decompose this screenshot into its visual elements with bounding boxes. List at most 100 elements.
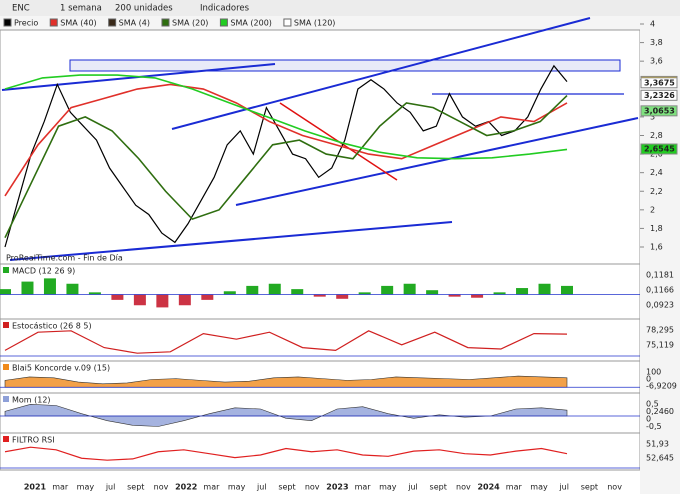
x-tick-label: jul bbox=[558, 483, 569, 492]
histogram-bar bbox=[403, 283, 416, 295]
histogram-bar bbox=[381, 285, 394, 295]
indicator-line bbox=[4, 446, 568, 461]
price-tag-label: 2,6545 bbox=[644, 145, 675, 154]
panel-icon bbox=[3, 396, 9, 402]
panel-title: MACD (12 26 9) bbox=[12, 267, 75, 276]
y-tick-label: 1,6 bbox=[650, 243, 663, 252]
y-tick-label: 2,4 bbox=[650, 168, 663, 177]
x-tick-label: nov bbox=[607, 483, 622, 492]
histogram-bar bbox=[201, 294, 214, 300]
panel-icon bbox=[3, 322, 9, 328]
price-tag-label: 3,2326 bbox=[644, 91, 675, 100]
histogram-bar bbox=[111, 294, 124, 300]
y-tick-label: 3,8 bbox=[650, 38, 663, 47]
series-line bbox=[4, 74, 568, 160]
units[interactable]: 200 unidades bbox=[115, 4, 173, 14]
legend-swatch bbox=[161, 18, 170, 27]
panel-value-label: 51,93 bbox=[646, 440, 669, 449]
y-tick-label: 2,8 bbox=[650, 131, 663, 140]
histogram-bar bbox=[358, 292, 371, 295]
x-tick-label: jul bbox=[407, 483, 418, 492]
x-tick-label: 2021 bbox=[24, 483, 47, 492]
x-tick-label: sept bbox=[581, 483, 598, 492]
histogram-bar bbox=[471, 294, 484, 298]
trend-line bbox=[171, 17, 591, 130]
histogram-bar bbox=[291, 289, 304, 295]
histogram-bar bbox=[223, 291, 236, 295]
plot-area bbox=[0, 29, 641, 471]
x-tick-label: mar bbox=[52, 483, 69, 492]
histogram-bar bbox=[88, 292, 101, 295]
x-tick-label: 2023 bbox=[326, 483, 348, 492]
y-tick-label: 4 bbox=[650, 20, 655, 29]
x-tick-label: mar bbox=[203, 483, 220, 492]
panel-value-label: 0,1181 bbox=[646, 271, 674, 280]
x-tick-label: nov bbox=[154, 483, 169, 492]
x-tick-label: 2024 bbox=[477, 483, 500, 492]
legend-swatch bbox=[108, 18, 117, 27]
histogram-bar bbox=[448, 294, 461, 297]
x-tick-label: may bbox=[379, 483, 397, 492]
histogram-bar bbox=[66, 283, 79, 295]
panel-icon bbox=[3, 267, 9, 273]
x-tick-label: jul bbox=[256, 483, 267, 492]
symbol[interactable]: ENC bbox=[12, 4, 30, 14]
indicators[interactable]: Indicadores bbox=[200, 4, 250, 14]
trend-lines bbox=[1, 17, 639, 261]
histogram-bar bbox=[178, 294, 191, 306]
histogram-bar bbox=[561, 285, 573, 295]
price-tag bbox=[640, 77, 678, 89]
legend-swatch bbox=[283, 18, 292, 27]
price-tag-label: 3,3675 bbox=[644, 78, 675, 87]
y-tick-label: 3,6 bbox=[650, 57, 663, 66]
histogram-bar bbox=[516, 288, 529, 295]
x-tick-label: jul bbox=[105, 483, 116, 492]
panel-value-label: 0 bbox=[646, 375, 651, 384]
panel-title: Estocástico (26 8 5) bbox=[12, 322, 92, 331]
panel-value-label: 75,119 bbox=[646, 341, 674, 350]
indicator-area bbox=[4, 375, 568, 388]
panel-value-label: 52,645 bbox=[646, 454, 674, 463]
legend-label: SMA (4) bbox=[119, 19, 150, 28]
legend-label: SMA (40) bbox=[60, 19, 96, 28]
legend-label: Precio bbox=[14, 19, 38, 28]
x-tick-label: nov bbox=[456, 483, 471, 492]
price-tag bbox=[640, 89, 678, 101]
legend-swatch bbox=[219, 18, 228, 27]
legend-swatch bbox=[3, 18, 12, 27]
panel-value-label: -0,5 bbox=[646, 422, 662, 431]
legend-label: SMA (120) bbox=[294, 19, 336, 28]
toolbar bbox=[0, 0, 680, 16]
series-line bbox=[4, 94, 568, 239]
panel-value-label: 0 bbox=[646, 415, 651, 424]
histogram-bar bbox=[43, 278, 56, 295]
x-tick-label: may bbox=[530, 483, 548, 492]
trend-line bbox=[9, 221, 453, 261]
histogram-bar bbox=[133, 294, 146, 306]
panel-title: Mom (12) bbox=[12, 396, 51, 405]
price-tag-label: 3,0653 bbox=[644, 106, 675, 115]
legend-swatch bbox=[49, 18, 58, 27]
y-tick-label: 2 bbox=[650, 205, 655, 214]
panel-value-label: 78,295 bbox=[646, 326, 674, 335]
panel-value-label: 0,1166 bbox=[646, 286, 674, 295]
histogram-bar bbox=[156, 294, 169, 308]
price-tag bbox=[640, 105, 678, 117]
panel-title: FILTRO RSI bbox=[12, 436, 55, 445]
legend-label: SMA (200) bbox=[230, 19, 272, 28]
panel-icon bbox=[3, 364, 9, 370]
period[interactable]: 1 semana bbox=[60, 4, 102, 14]
histogram-bar bbox=[0, 289, 11, 295]
histogram-bar bbox=[538, 283, 551, 295]
x-tick-label: may bbox=[228, 483, 246, 492]
y-tick-label: 1,8 bbox=[650, 224, 663, 233]
panel-value-label: 0,5 bbox=[646, 400, 659, 409]
histogram-bar bbox=[21, 281, 34, 295]
x-tick-label: sept bbox=[127, 483, 144, 492]
panel-value-label: 0,2460 bbox=[646, 407, 674, 416]
trend-line bbox=[235, 117, 639, 206]
histogram-bar bbox=[336, 294, 349, 299]
zone bbox=[69, 59, 621, 72]
